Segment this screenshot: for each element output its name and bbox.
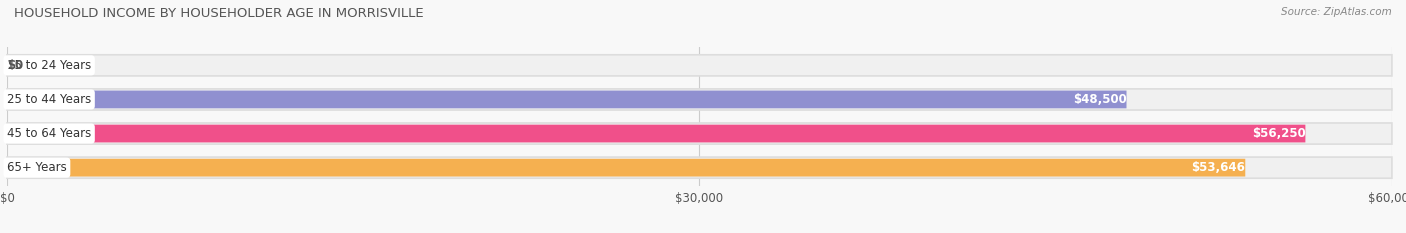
FancyBboxPatch shape — [7, 123, 1392, 144]
FancyBboxPatch shape — [7, 55, 1392, 76]
FancyBboxPatch shape — [7, 125, 1305, 142]
Text: Source: ZipAtlas.com: Source: ZipAtlas.com — [1281, 7, 1392, 17]
Text: $56,250: $56,250 — [1251, 127, 1305, 140]
Text: 45 to 64 Years: 45 to 64 Years — [7, 127, 91, 140]
Text: $48,500: $48,500 — [1073, 93, 1126, 106]
FancyBboxPatch shape — [7, 157, 1392, 178]
FancyBboxPatch shape — [7, 159, 1246, 177]
Text: $53,646: $53,646 — [1191, 161, 1246, 174]
Text: $0: $0 — [7, 59, 24, 72]
Text: HOUSEHOLD INCOME BY HOUSEHOLDER AGE IN MORRISVILLE: HOUSEHOLD INCOME BY HOUSEHOLDER AGE IN M… — [14, 7, 423, 20]
FancyBboxPatch shape — [7, 91, 1126, 108]
Text: 25 to 44 Years: 25 to 44 Years — [7, 93, 91, 106]
Text: 65+ Years: 65+ Years — [7, 161, 66, 174]
Text: 15 to 24 Years: 15 to 24 Years — [7, 59, 91, 72]
FancyBboxPatch shape — [7, 89, 1392, 110]
